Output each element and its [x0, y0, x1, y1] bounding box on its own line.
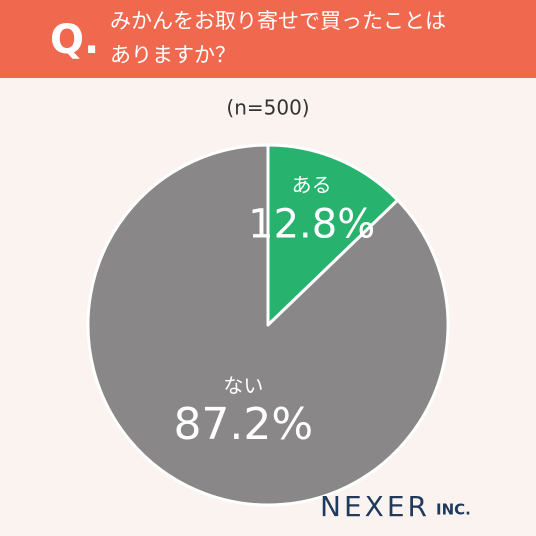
chart-title: みかんをお取り寄せで買ったことは — [110, 9, 446, 33]
header-band — [0, 0, 536, 78]
category-label: ある — [292, 173, 332, 197]
pie-slice — [266, 143, 400, 327]
pie-slice — [86, 143, 450, 507]
brand: NEXER — [320, 490, 430, 523]
pie — [86, 143, 450, 507]
value-label: 87.2% — [173, 399, 313, 450]
question-label: Q. — [50, 17, 99, 63]
category-label: ない — [223, 373, 263, 397]
brand-suffix: INC. — [436, 501, 471, 519]
value-label: 12.8% — [248, 201, 375, 247]
subtitle: (n=500) — [226, 96, 309, 120]
chart-title: ありますか？ — [110, 43, 236, 67]
